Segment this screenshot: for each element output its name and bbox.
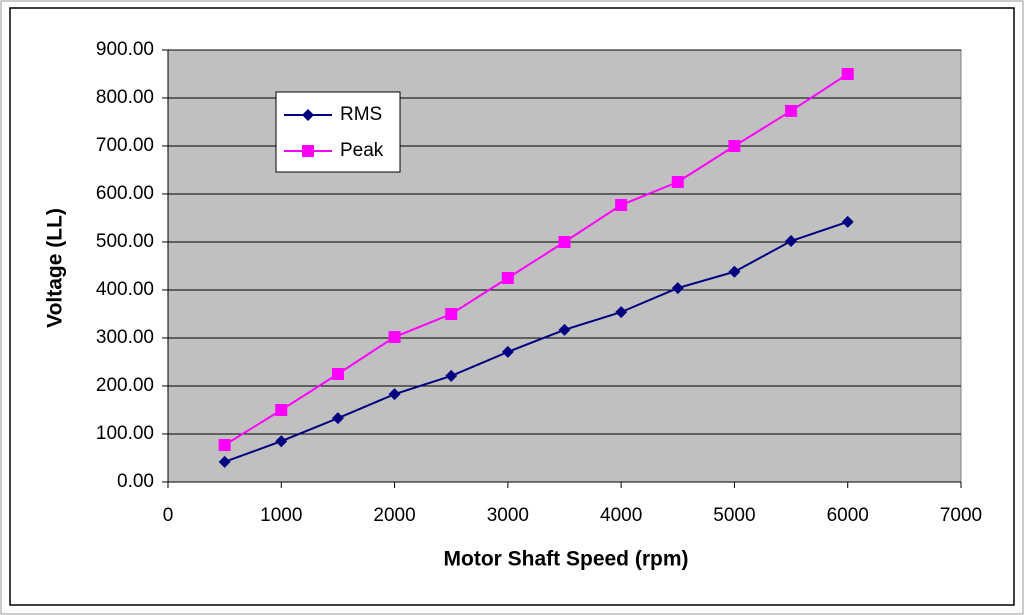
data-point [558, 236, 571, 248]
x-tick-label: 1000 [260, 505, 302, 526]
data-point [615, 306, 628, 319]
legend-marker [302, 145, 314, 157]
series-line [224, 73, 849, 446]
series-line [224, 220, 849, 463]
data-point [671, 282, 684, 295]
data-point [841, 68, 854, 80]
data-point [275, 435, 288, 448]
y-tick-label: 500.00 [96, 231, 154, 252]
x-tick-label: 5000 [713, 505, 755, 526]
y-axis-label: Voltage (LL) [44, 208, 67, 328]
x-tick-label: 7000 [940, 505, 982, 526]
legend-marker [302, 109, 314, 121]
y-tick-label: 900.00 [96, 39, 154, 60]
legend-label: RMS [340, 104, 382, 125]
y-tick-label: 300.00 [96, 327, 154, 348]
x-tick-label: 3000 [487, 505, 529, 526]
x-tick-label: 2000 [373, 505, 415, 526]
data-point [785, 104, 798, 117]
data-point [331, 368, 344, 380]
y-tick-label: 400.00 [96, 279, 154, 300]
data-point [331, 412, 344, 425]
x-axis-label: Motor Shaft Speed (rpm) [444, 548, 689, 571]
y-tick-label: 100.00 [96, 423, 154, 444]
x-tick-label: 0 [163, 505, 174, 526]
data-point [558, 323, 571, 336]
data-point [445, 369, 458, 382]
data-point [218, 439, 231, 452]
data-point [728, 140, 741, 152]
data-point [388, 331, 401, 344]
data-point [388, 388, 401, 401]
y-tick-label: 600.00 [96, 183, 154, 204]
x-tick-label: 4000 [600, 505, 642, 526]
legend-box [275, 91, 401, 173]
y-tick-label: 800.00 [96, 87, 154, 108]
y-tick-label: 0.00 [117, 471, 154, 492]
y-tick-label: 700.00 [96, 135, 154, 156]
data-point [218, 455, 231, 468]
x-tick-label: 6000 [827, 505, 869, 526]
data-point [728, 265, 741, 278]
data-point [615, 199, 628, 212]
data-point [501, 345, 514, 358]
data-point [445, 308, 458, 320]
data-point [275, 404, 288, 416]
data-point [785, 235, 798, 248]
y-tick-label: 200.00 [96, 375, 154, 396]
legend-label: Peak [340, 140, 384, 161]
data-point [501, 272, 514, 284]
data-point [841, 215, 854, 228]
data-point [671, 176, 684, 188]
